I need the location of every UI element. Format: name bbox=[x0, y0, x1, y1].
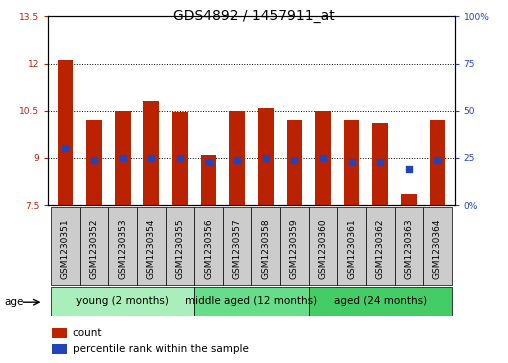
Text: GSM1230356: GSM1230356 bbox=[204, 219, 213, 279]
Bar bbox=[372, 123, 388, 205]
Bar bbox=[315, 111, 331, 205]
Bar bbox=[86, 120, 102, 205]
Bar bbox=[223, 207, 251, 285]
Text: aged (24 months): aged (24 months) bbox=[334, 296, 427, 306]
Text: GSM1230352: GSM1230352 bbox=[89, 219, 99, 279]
Text: GSM1230357: GSM1230357 bbox=[233, 219, 242, 279]
Point bbox=[291, 157, 299, 163]
Bar bbox=[309, 287, 452, 316]
Text: GSM1230355: GSM1230355 bbox=[175, 219, 184, 279]
Bar bbox=[337, 207, 366, 285]
Text: GSM1230351: GSM1230351 bbox=[61, 219, 70, 279]
Point bbox=[433, 157, 441, 163]
Bar bbox=[280, 207, 309, 285]
Text: GSM1230359: GSM1230359 bbox=[290, 219, 299, 279]
Text: age: age bbox=[4, 297, 23, 307]
Bar bbox=[172, 112, 188, 205]
Bar bbox=[57, 60, 73, 205]
Bar bbox=[52, 344, 67, 354]
Bar bbox=[401, 194, 417, 205]
Point bbox=[90, 157, 98, 163]
Text: young (2 months): young (2 months) bbox=[76, 296, 169, 306]
Text: GSM1230358: GSM1230358 bbox=[261, 219, 270, 279]
Point bbox=[61, 146, 70, 151]
Point bbox=[118, 155, 126, 161]
Text: GSM1230364: GSM1230364 bbox=[433, 219, 442, 279]
Text: GSM1230354: GSM1230354 bbox=[147, 219, 156, 279]
Point bbox=[147, 155, 155, 161]
Bar bbox=[143, 101, 159, 205]
Bar bbox=[108, 207, 137, 285]
Bar bbox=[287, 120, 302, 205]
Bar bbox=[201, 155, 216, 205]
Bar bbox=[137, 207, 166, 285]
Bar bbox=[229, 111, 245, 205]
Text: GSM1230360: GSM1230360 bbox=[319, 219, 328, 279]
Point bbox=[319, 155, 327, 161]
Point bbox=[347, 159, 356, 164]
Point bbox=[376, 159, 385, 164]
Bar bbox=[366, 207, 395, 285]
Point bbox=[405, 166, 413, 172]
Text: middle aged (12 months): middle aged (12 months) bbox=[185, 296, 318, 306]
Text: percentile rank within the sample: percentile rank within the sample bbox=[73, 344, 248, 354]
Bar bbox=[51, 207, 80, 285]
Bar bbox=[344, 120, 360, 205]
Text: GSM1230363: GSM1230363 bbox=[404, 219, 414, 279]
Bar bbox=[194, 207, 223, 285]
Bar bbox=[80, 207, 108, 285]
Bar bbox=[51, 287, 194, 316]
Text: GDS4892 / 1457911_at: GDS4892 / 1457911_at bbox=[173, 9, 335, 23]
Bar bbox=[395, 207, 423, 285]
Bar bbox=[251, 207, 280, 285]
Point bbox=[233, 157, 241, 163]
Point bbox=[176, 155, 184, 161]
Text: count: count bbox=[73, 328, 102, 338]
Bar bbox=[115, 111, 131, 205]
Bar bbox=[166, 207, 194, 285]
Point bbox=[262, 155, 270, 161]
Text: GSM1230362: GSM1230362 bbox=[376, 219, 385, 279]
Text: GSM1230361: GSM1230361 bbox=[347, 219, 356, 279]
Bar bbox=[52, 327, 67, 338]
Bar bbox=[430, 120, 446, 205]
Point bbox=[204, 159, 212, 164]
Bar bbox=[309, 207, 337, 285]
Bar bbox=[258, 107, 274, 205]
Bar bbox=[194, 287, 309, 316]
Bar bbox=[423, 207, 452, 285]
Text: GSM1230353: GSM1230353 bbox=[118, 219, 127, 279]
